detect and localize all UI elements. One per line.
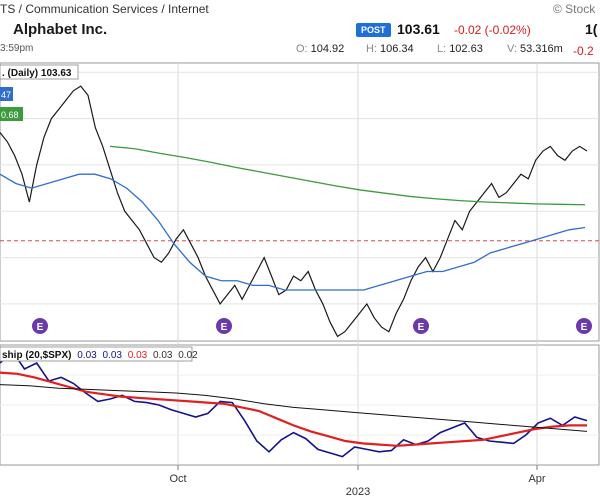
high-value: 106.34 bbox=[380, 43, 414, 55]
volume-value: 53.316m bbox=[520, 43, 563, 55]
x-tick-label: 2023 bbox=[346, 486, 370, 498]
open-value: 104.92 bbox=[310, 43, 345, 55]
chart-header: TS / Communication Services / Internet ©… bbox=[0, 0, 600, 60]
low-key: L: bbox=[437, 43, 447, 55]
watermark: © Stock bbox=[553, 2, 596, 16]
stock-chart: E E E E Oct 2023 Apr . (Daily) 103.63 47 0.68… bbox=[0, 62, 600, 498]
x-tick-label: Oct bbox=[169, 473, 186, 485]
open-key: O: bbox=[296, 43, 308, 55]
earnings-marker-label: E bbox=[221, 322, 228, 333]
earnings-marker[interactable] bbox=[576, 318, 592, 334]
price-change: -0.02 (-0.02%) bbox=[454, 23, 531, 37]
earnings-marker-label: E bbox=[37, 322, 44, 333]
earnings-marker-label: E bbox=[418, 322, 425, 333]
earnings-marker-label: E bbox=[581, 322, 588, 333]
earnings-marker[interactable] bbox=[32, 318, 48, 334]
last-price: 103.61 bbox=[397, 21, 440, 37]
company-name: Alphabet Inc. bbox=[13, 21, 108, 38]
ma50-legend-value: 47 bbox=[1, 90, 11, 100]
rs-line bbox=[0, 349, 588, 458]
ma50-line bbox=[0, 173, 586, 291]
price-line bbox=[0, 85, 588, 338]
breadcrumb: TS / Communication Services / Internet bbox=[0, 2, 209, 16]
ma200-line bbox=[109, 145, 586, 206]
ohlc-open: O: 104.92 bbox=[296, 43, 344, 55]
rs-legend: ship (20,$SPX) 0.03 0.03 0.03 0.03 0.02 bbox=[2, 350, 198, 361]
ma200-legend-value: 0.68 bbox=[1, 110, 19, 120]
price-legend: . (Daily) 103.63 bbox=[2, 68, 72, 79]
post-market-badge: POST bbox=[356, 23, 391, 37]
rs-long-ma-line bbox=[0, 384, 588, 432]
ma50-legend-swatch bbox=[0, 87, 13, 101]
rs-legend-value-5: 0.02 bbox=[178, 350, 198, 361]
rs-legend-box bbox=[0, 346, 193, 362]
vertical-gridlines bbox=[177, 63, 538, 465]
earnings-marker[interactable] bbox=[216, 318, 232, 334]
rs-legend-value-2: 0.03 bbox=[103, 350, 123, 361]
ohlc-volume: V: 53.316m bbox=[507, 43, 563, 55]
x-axis-ticks: Oct 2023 Apr bbox=[169, 465, 546, 498]
price-series-group bbox=[0, 85, 588, 338]
quote-time: 3:59pm bbox=[0, 43, 34, 54]
ohlc-low: L: 102.63 bbox=[437, 43, 483, 55]
change-edge: -0.2 bbox=[573, 44, 594, 58]
price-edge: 1( bbox=[585, 21, 598, 37]
rs-ma-line bbox=[0, 371, 587, 447]
ohlc-high: H: 106.34 bbox=[366, 43, 414, 55]
rs-legend-value-1: 0.03 bbox=[77, 350, 97, 361]
volume-key: V: bbox=[507, 43, 517, 55]
x-tick-label: Apr bbox=[528, 473, 545, 485]
ma200-legend-swatch bbox=[0, 107, 23, 121]
earnings-marker[interactable] bbox=[413, 318, 429, 334]
rs-legend-value-4: 0.03 bbox=[153, 350, 173, 361]
rs-legend-title: ship (20,$SPX) bbox=[2, 350, 71, 361]
rs-legend-value-3: 0.03 bbox=[128, 350, 148, 361]
relative-strength-series-group bbox=[0, 349, 588, 458]
high-key: H: bbox=[366, 43, 377, 55]
low-value: 102.63 bbox=[449, 43, 483, 55]
price-legend-box bbox=[0, 64, 79, 80]
